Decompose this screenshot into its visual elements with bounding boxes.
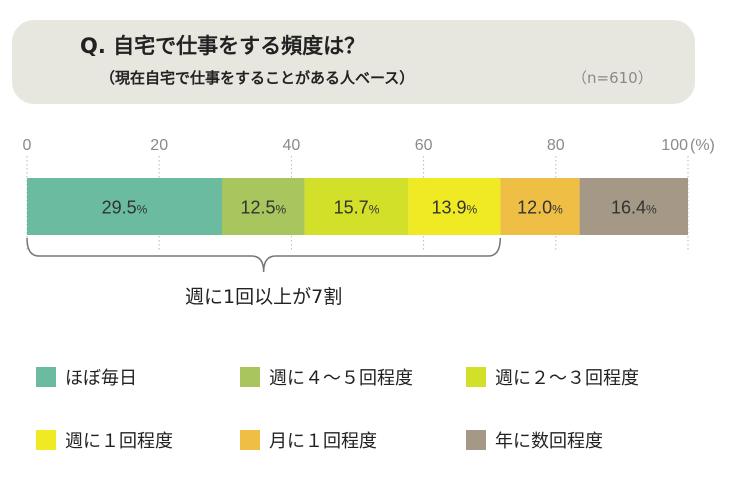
question-subtitle: （現在自宅で仕事をすることがある人ベース）	[100, 69, 415, 87]
x-tick-label-80: 80	[547, 137, 565, 154]
legend-swatch-2	[240, 367, 260, 387]
question-box	[12, 20, 695, 104]
legend-label-5: 月に１回程度	[269, 431, 377, 452]
legend-swatch-5	[240, 430, 260, 450]
legend-item-3: 週に２～３回程度	[466, 364, 639, 390]
legend-item-5: 月に１回程度	[240, 427, 377, 453]
bar-value-label-5: 12.0%	[517, 198, 563, 218]
bracket	[26, 237, 502, 273]
bar-segment-1	[27, 178, 222, 235]
bracket-label: 週に1回以上が7割	[185, 286, 342, 308]
legend-item-4: 週に１回程度	[36, 427, 173, 453]
bar-segment-2	[221, 178, 305, 235]
x-tick-label-100: 100	[661, 137, 688, 154]
question-title: Q. 自宅で仕事をする頻度は？	[80, 34, 366, 58]
legend-item-2: 週に４～５回程度	[240, 364, 413, 390]
x-tick-label-0: 0	[23, 137, 32, 154]
legend-swatch-3	[466, 367, 486, 387]
bar-segment-6	[579, 178, 688, 235]
legend-swatch-1	[36, 367, 56, 387]
bar-value-label-6: 16.4%	[611, 198, 657, 218]
legend-item-6: 年に数回程度	[466, 427, 603, 453]
x-axis-unit-label: (%)	[690, 137, 715, 154]
legend-swatch-4	[36, 430, 56, 450]
x-tick-label-60: 60	[415, 137, 433, 154]
legend-label-6: 年に数回程度	[495, 431, 603, 452]
legend-swatch-6	[466, 430, 486, 450]
x-tick-label-40: 40	[283, 137, 301, 154]
bar-value-label-1: 29.5%	[102, 198, 148, 218]
bar-value-label-2: 12.5%	[240, 198, 286, 218]
legend-label-1: ほぼ毎日	[65, 368, 137, 389]
legend-label-3: 週に２～３回程度	[495, 368, 639, 389]
bar-segment-5	[500, 178, 580, 235]
legend-label-4: 週に１回程度	[65, 431, 173, 452]
bar-value-label-3: 15.7%	[334, 198, 380, 218]
bar-segment-3	[304, 178, 409, 235]
bar-value-label-4: 13.9%	[431, 198, 477, 218]
legend-item-1: ほぼ毎日	[36, 364, 137, 390]
legend-label-2: 週に４～５回程度	[269, 368, 413, 389]
sample-size: （n=610）	[572, 69, 653, 87]
bar-segment-4	[408, 178, 501, 235]
x-tick-label-20: 20	[150, 137, 168, 154]
